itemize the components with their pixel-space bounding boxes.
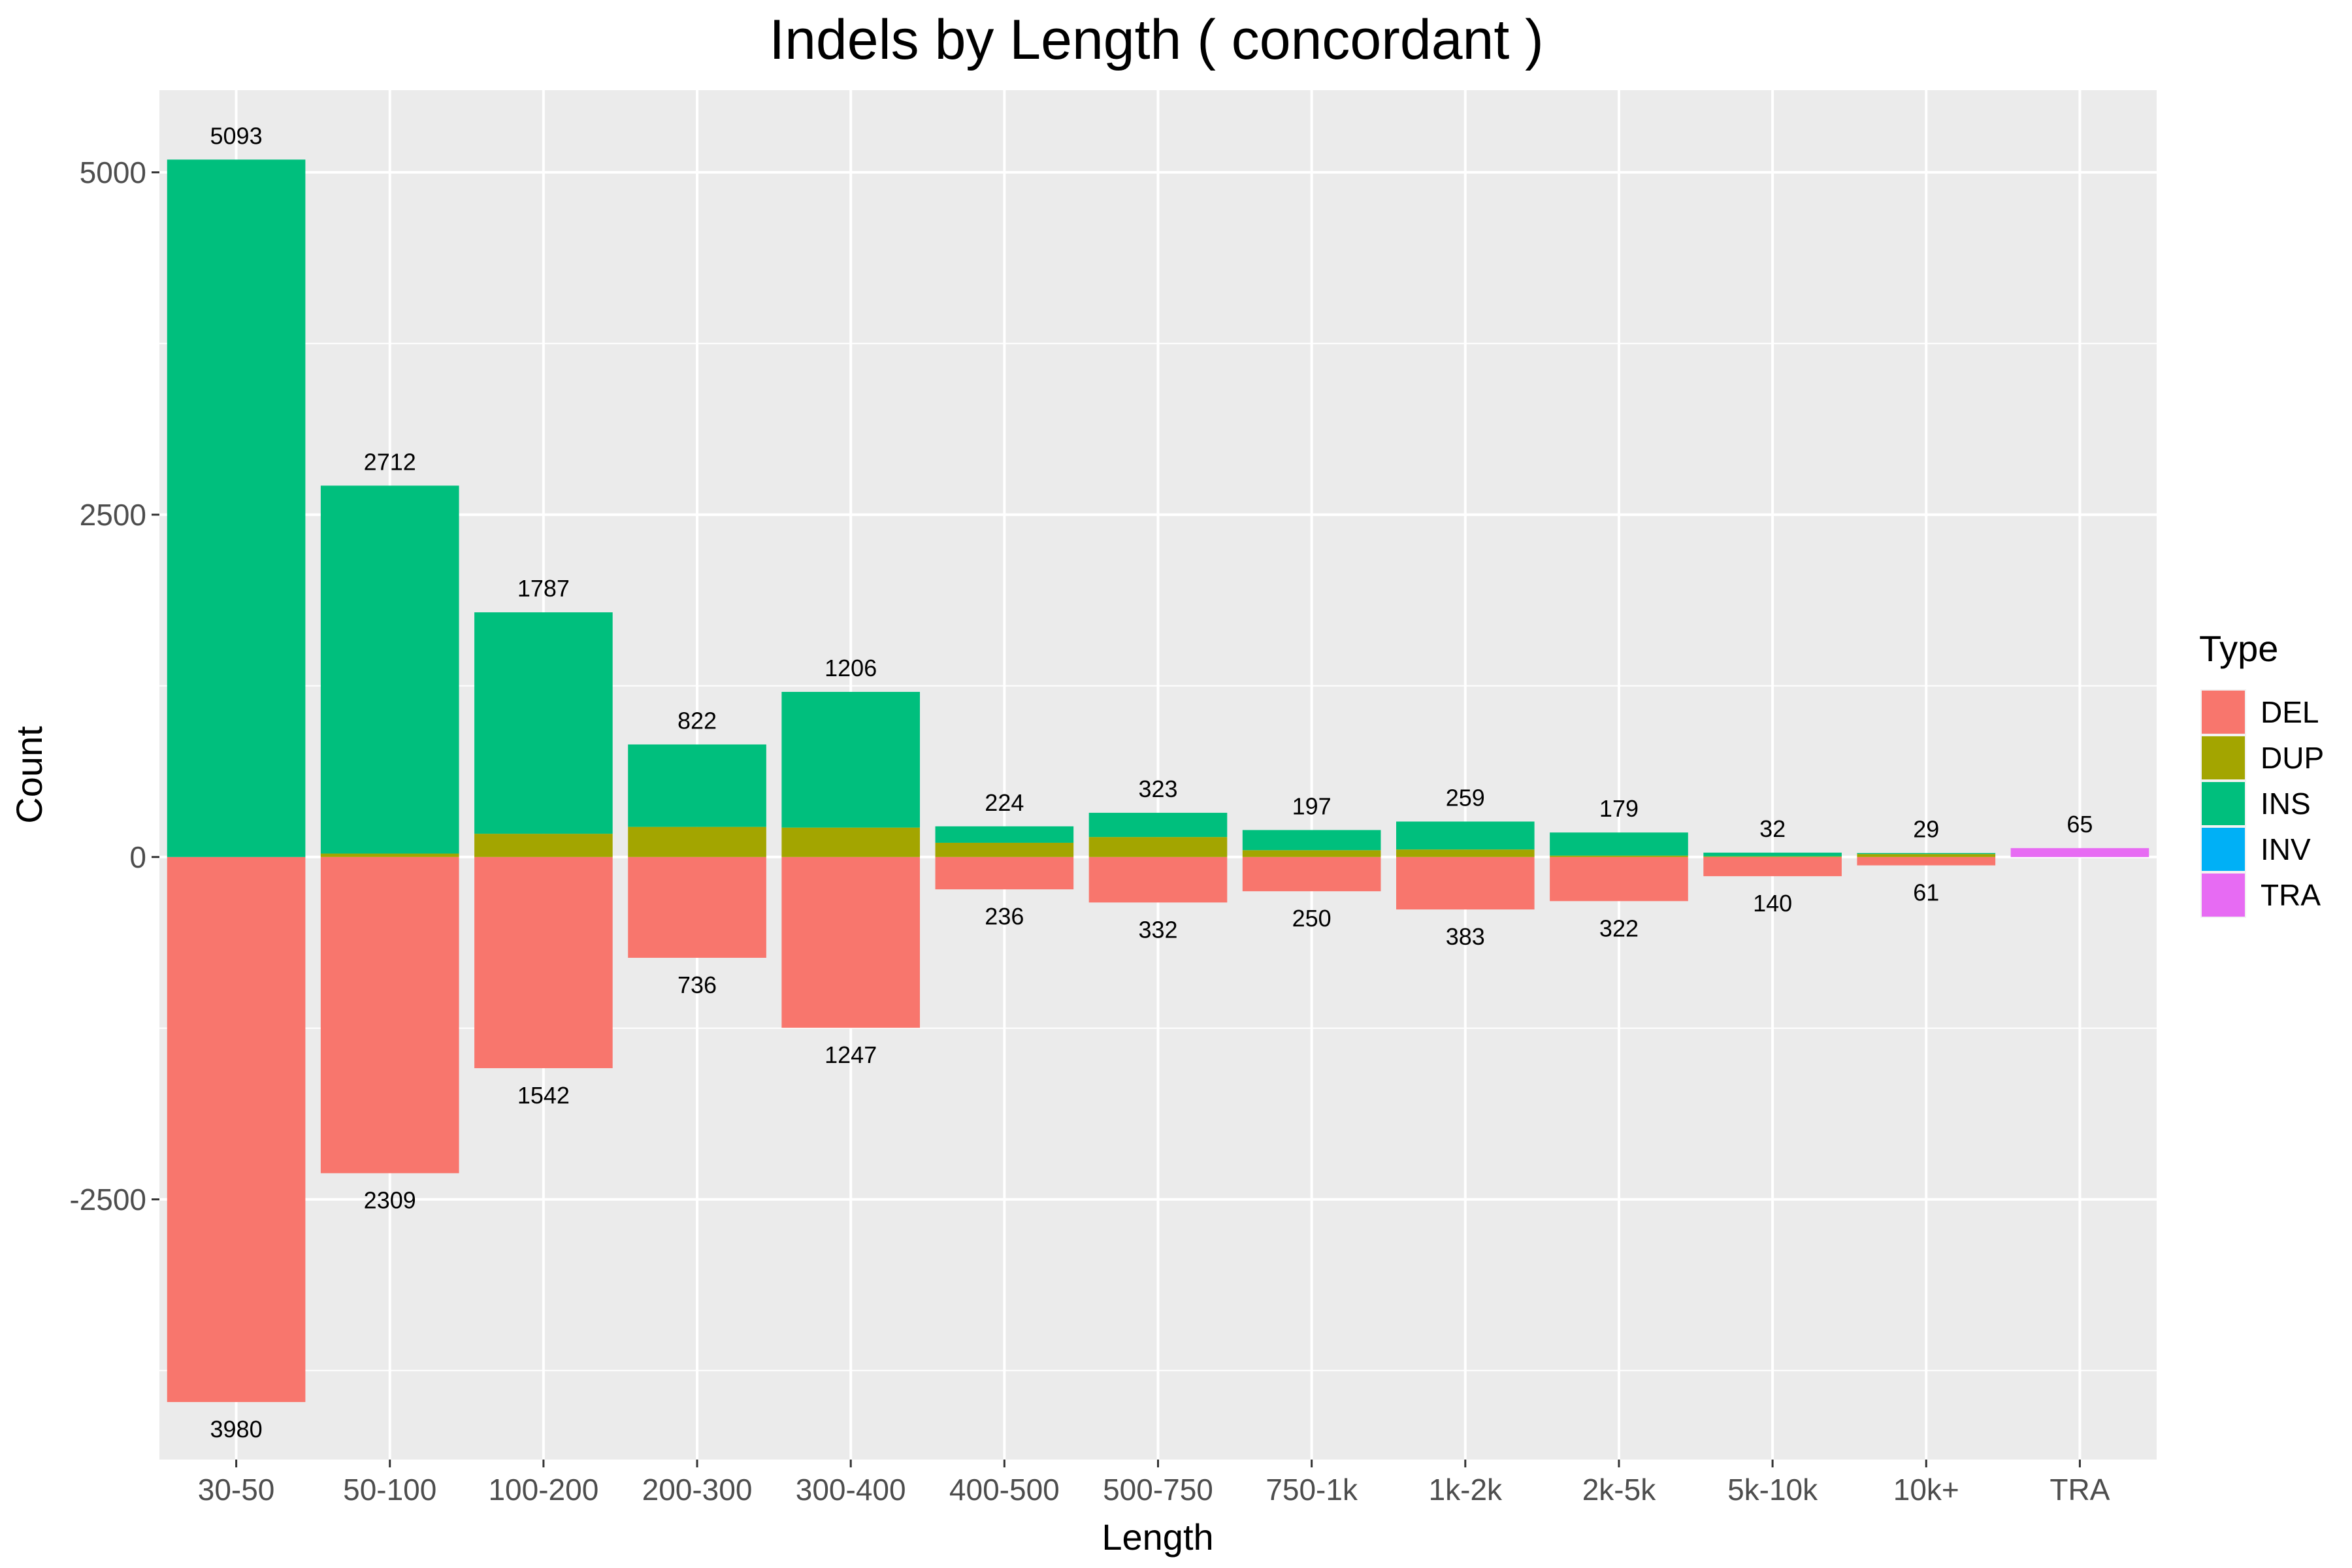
y-axis-title: Count	[8, 726, 50, 824]
data-label-negative-500-750: 332	[1138, 916, 1177, 943]
data-label-negative-1k-2k: 383	[1446, 923, 1485, 950]
x-tick-label-100-200: 100-200	[488, 1473, 598, 1507]
data-label-negative-400-500: 236	[985, 903, 1024, 930]
data-label-negative-5k-10k: 140	[1753, 890, 1792, 917]
bar-dup-50-100	[320, 853, 459, 857]
bar-dup-300-400	[781, 827, 921, 857]
bar-dup-200-300	[628, 826, 766, 857]
data-label-positive-500-750: 323	[1138, 776, 1177, 802]
bar-del-50-100	[320, 857, 459, 1173]
data-label-positive-400-500: 224	[985, 789, 1024, 816]
x-tick-label-300-400: 300-400	[796, 1473, 906, 1507]
bar-dup-10k+	[1857, 854, 1996, 857]
bar-del-10k+	[1857, 857, 1996, 866]
bar-dup-1k-2k	[1396, 849, 1535, 857]
bar-ins-10k+	[1857, 853, 1996, 855]
x-tick-label-TRA: TRA	[2050, 1473, 2110, 1507]
legend-key-ins	[2202, 782, 2245, 825]
data-label-positive-10k+: 29	[1913, 816, 1939, 843]
data-label-positive-1k-2k: 259	[1446, 784, 1485, 811]
data-label-negative-10k+: 61	[1913, 879, 1939, 906]
bar-ins-2k-5k	[1550, 832, 1688, 856]
chart-title: Indels by Length ( concordant )	[769, 8, 1544, 71]
bar-ins-400-500	[935, 826, 1074, 843]
legend-label-tra: TRA	[2261, 878, 2321, 912]
x-tick-label-5k-10k: 5k-10k	[1727, 1473, 1818, 1507]
bar-del-100-200	[474, 857, 613, 1068]
legend-key-inv	[2202, 828, 2245, 871]
data-label-negative-2k-5k: 322	[1599, 915, 1639, 941]
y-tick-label-0: 0	[129, 840, 146, 874]
data-label-positive-300-400: 1206	[825, 655, 877, 681]
y-tick-label-5000: 5000	[80, 155, 146, 189]
legend-title: Type	[2199, 628, 2278, 669]
legend-key-del	[2202, 691, 2245, 734]
bar-ins-300-400	[781, 691, 921, 828]
x-tick-label-750-1k: 750-1k	[1266, 1473, 1358, 1507]
data-labels-layer: 5093 3980 2712 2309 1787 1542 822 736 1206 1247 22…	[210, 122, 2093, 1443]
bar-ins-100-200	[474, 612, 613, 834]
bar-tra-TRA	[2010, 848, 2149, 857]
x-tick-label-50-100: 50-100	[343, 1473, 436, 1507]
bar-dup-2k-5k	[1550, 855, 1688, 857]
bar-ins-200-300	[628, 744, 766, 827]
y-tick-label--2500: -2500	[69, 1183, 146, 1217]
legend-key-tra	[2202, 874, 2245, 917]
y-axis: -2500 0 2500 5000	[69, 155, 159, 1217]
x-tick-label-500-750: 500-750	[1103, 1473, 1213, 1507]
bar-ins-750-1k	[1242, 830, 1381, 851]
y-tick-label-2500: 2500	[80, 498, 146, 532]
bar-ins-30-50	[167, 159, 306, 857]
bar-del-30-50	[167, 857, 306, 1402]
data-label-positive-100-200: 1787	[517, 575, 570, 602]
bar-dup-100-200	[474, 834, 613, 857]
bar-ins-1k-2k	[1396, 821, 1535, 850]
legend-label-dup: DUP	[2261, 741, 2324, 775]
bar-dup-750-1k	[1242, 850, 1381, 857]
bar-del-200-300	[628, 857, 766, 958]
bar-del-2k-5k	[1550, 857, 1688, 902]
data-label-positive-2k-5k: 179	[1599, 795, 1639, 822]
x-tick-label-30-50: 30-50	[198, 1473, 275, 1507]
bar-del-500-750	[1088, 857, 1228, 903]
x-tick-label-2k-5k: 2k-5k	[1582, 1473, 1656, 1507]
data-label-positive-750-1k: 197	[1292, 792, 1331, 819]
bar-ins-500-750	[1088, 813, 1228, 838]
bar-del-300-400	[781, 857, 921, 1028]
data-label-negative-100-200: 1542	[517, 1082, 570, 1109]
bars-layer	[167, 159, 2149, 1402]
bar-del-750-1k	[1242, 857, 1381, 892]
data-label-positive-TRA: 65	[2066, 811, 2093, 838]
x-tick-label-200-300: 200-300	[642, 1473, 753, 1507]
bar-del-400-500	[935, 857, 1074, 890]
legend-label-del: DEL	[2261, 695, 2319, 729]
data-label-negative-30-50: 3980	[210, 1416, 263, 1443]
data-label-negative-50-100: 2309	[364, 1187, 416, 1214]
data-label-positive-5k-10k: 32	[1759, 815, 1786, 842]
bar-ins-5k-10k	[1703, 853, 1842, 857]
data-label-negative-750-1k: 250	[1292, 905, 1331, 932]
data-label-positive-50-100: 2712	[364, 448, 416, 475]
x-axis-title: Length	[1102, 1516, 1213, 1558]
bar-dup-400-500	[935, 842, 1074, 857]
bar-dup-500-750	[1088, 837, 1228, 857]
legend: Type DEL DUP INS INV TRA	[2199, 628, 2324, 918]
x-tick-label-1k-2k: 1k-2k	[1429, 1473, 1503, 1507]
x-axis: 30-50 50-100 100-200 200-300 300-400 400-500 5…	[198, 1460, 2110, 1507]
bar-del-1k-2k	[1396, 857, 1535, 910]
legend-label-ins: INS	[2261, 787, 2311, 821]
data-label-positive-200-300: 822	[678, 707, 717, 734]
data-label-positive-30-50: 5093	[210, 122, 263, 149]
bar-del-5k-10k	[1703, 857, 1842, 877]
legend-key-dup	[2202, 736, 2245, 779]
legend-label-inv: INV	[2261, 832, 2311, 866]
x-tick-label-400-500: 400-500	[949, 1473, 1060, 1507]
x-tick-label-10k+: 10k+	[1893, 1473, 1959, 1507]
data-label-negative-200-300: 736	[678, 972, 717, 998]
data-label-negative-300-400: 1247	[825, 1041, 877, 1068]
bar-ins-50-100	[320, 485, 459, 854]
